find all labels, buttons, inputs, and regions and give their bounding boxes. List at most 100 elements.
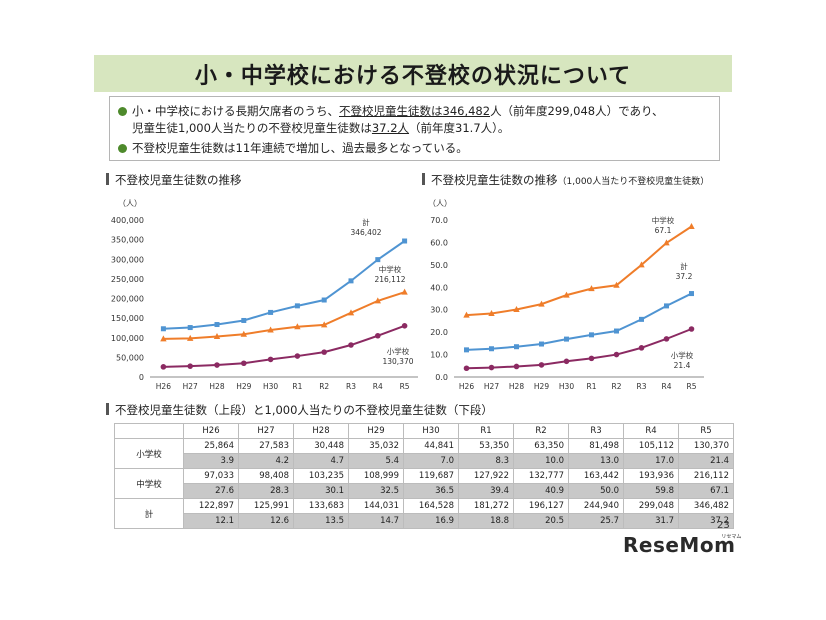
table-rate-cell: 40.9 xyxy=(513,483,569,499)
table-count-cell: 81,498 xyxy=(568,438,624,454)
table-rate-cell: 10.0 xyxy=(513,453,569,469)
data-point-circle xyxy=(187,363,193,369)
data-point-triangle xyxy=(213,332,221,339)
x-tick-label: H30 xyxy=(263,382,278,391)
table-row: 中学校 97,033 98,408 103,235 108,999 119,687 127,… xyxy=(114,468,734,499)
table-column-header: R1 xyxy=(458,423,514,439)
summary-text: （前年度31.7人）。 xyxy=(409,121,510,135)
data-point-triangle xyxy=(588,285,595,292)
data-point-circle xyxy=(241,360,247,367)
table-rate-cell: 14.7 xyxy=(348,513,404,529)
data-point-triangle xyxy=(187,334,194,341)
series-name-label: 小学校 xyxy=(387,346,410,356)
table-rate-cell: 50.0 xyxy=(568,483,624,499)
heading-bar-icon xyxy=(106,173,109,185)
table-count-cell: 193,936 xyxy=(623,468,679,484)
y-tick-label: 150,000 xyxy=(111,314,144,323)
series-line xyxy=(466,292,692,351)
data-point-square xyxy=(689,291,694,297)
summary-line-1: 小・中学校における長期欠席者のうち、不登校児童生徒数は346,482人（前年度2… xyxy=(118,103,711,120)
x-tick-label: R1 xyxy=(587,382,597,391)
heading-text: 不登校児童生徒数（上段）と1,000人当たりの不登校児童生徒数（下段） xyxy=(115,403,493,417)
data-point-triangle xyxy=(538,300,545,307)
table-count-cell: 132,777 xyxy=(513,468,569,484)
data-point-circle xyxy=(160,364,167,370)
data-point-circle xyxy=(267,356,274,363)
table-rate-cell: 59.8 xyxy=(623,483,679,499)
table-count-cell: 30,448 xyxy=(293,438,349,454)
data-point-circle xyxy=(588,355,595,362)
x-tick-label: R5 xyxy=(687,382,697,391)
table-count-cell: 130,370 xyxy=(678,438,734,454)
x-tick-label: H26 xyxy=(156,382,171,391)
x-tick-label: R3 xyxy=(637,382,647,391)
x-tick-label: H30 xyxy=(559,382,574,391)
heading-text: 不登校児童生徒数の推移 xyxy=(431,173,558,187)
table-rate-cell: 27.6 xyxy=(183,483,239,499)
y-tick-label: 50,000 xyxy=(116,353,144,362)
table-count-cell: 98,408 xyxy=(238,468,294,484)
table-count-cell: 299,048 xyxy=(623,498,679,514)
x-tick-label: H28 xyxy=(509,382,524,391)
data-point-circle xyxy=(375,332,381,339)
data-point-circle xyxy=(663,336,670,342)
y-tick-label: 70.0 xyxy=(430,216,448,225)
series-name-label: 計 xyxy=(362,217,370,227)
data-point-triangle xyxy=(401,288,408,295)
data-point-square xyxy=(402,238,408,244)
table-count-cell: 27,583 xyxy=(238,438,294,454)
table-rate-cell: 25.7 xyxy=(568,513,624,529)
table-count-cell: 63,350 xyxy=(513,438,569,454)
data-point-triangle xyxy=(240,330,247,337)
table-corner-cell xyxy=(114,423,184,439)
data-point-circle xyxy=(538,362,545,368)
series-end-value-label: 216,112 xyxy=(374,275,405,284)
x-tick-label: H29 xyxy=(534,382,549,391)
series-line xyxy=(163,240,406,330)
x-tick-label: R2 xyxy=(319,382,329,391)
table-column-header: R5 xyxy=(678,423,734,439)
summary-highlight: 不登校児童生徒数は346,482 xyxy=(339,104,491,118)
unit-label: （人） xyxy=(118,199,142,208)
x-tick-label: R3 xyxy=(346,382,356,391)
data-point-square xyxy=(614,328,619,334)
heading-bar-icon xyxy=(422,173,425,185)
table-column-header: H30 xyxy=(403,423,459,439)
data-point-triangle xyxy=(688,223,695,230)
table-column-header: R3 xyxy=(568,423,624,439)
summary-text: 人（前年度299,048人）であり、 xyxy=(490,104,664,118)
table-count-cell: 103,235 xyxy=(293,468,349,484)
table-column-header: H27 xyxy=(238,423,294,439)
table-count-cell: 35,032 xyxy=(348,438,404,454)
data-point-circle xyxy=(613,351,620,358)
data-point-circle xyxy=(348,342,354,348)
table-rate-cell: 28.3 xyxy=(238,483,294,499)
data-point-square xyxy=(564,336,569,342)
slide-title-bar: 小・中学校における不登校の状況について xyxy=(94,55,732,92)
table-column-header: R4 xyxy=(623,423,679,439)
table-count-cell: 181,272 xyxy=(458,498,514,514)
series-line xyxy=(163,324,405,368)
per-thousand-chart: （人） 0.0 10.0 20.0 30.0 40.0 50.0 60.0 70.0 H26 H27… xyxy=(428,199,704,391)
table-count-cell: 163,442 xyxy=(568,468,624,484)
x-tick-label: H28 xyxy=(209,382,224,391)
x-tick-label: H26 xyxy=(459,382,474,391)
table-count-cell: 44,841 xyxy=(403,438,459,454)
y-tick-label: 100,000 xyxy=(111,334,144,343)
data-point-circle xyxy=(214,362,220,368)
table-count-cell: 108,999 xyxy=(348,468,404,484)
data-point-square xyxy=(375,257,381,263)
heading-text: 不登校児童生徒数の推移 xyxy=(115,173,242,187)
data-point-circle xyxy=(563,358,570,365)
table-rate-cell: 7.0 xyxy=(403,453,459,469)
y-tick-label: 50.0 xyxy=(430,261,448,270)
data-point-triangle xyxy=(563,291,570,298)
table-count-cell: 133,683 xyxy=(293,498,349,514)
summary-line-2: 児童生徒1,000人当たりの不登校児童生徒数は37.2人（前年度31.7人）。 xyxy=(118,120,711,137)
data-point-triangle xyxy=(488,310,495,317)
data-point-square xyxy=(214,322,220,328)
table-row: 12.1 12.6 13.5 14.7 16.9 18.8 20.5 25.7 31.7 37.2 xyxy=(115,513,734,529)
table-rate-cell: 13.5 xyxy=(293,513,349,529)
data-table: H26 H27 H28 H29 H30 R1 R2 R3 R4 R5 小学校 25,864 27,583… xyxy=(114,423,734,529)
table-count-cell: 25,864 xyxy=(183,438,239,454)
